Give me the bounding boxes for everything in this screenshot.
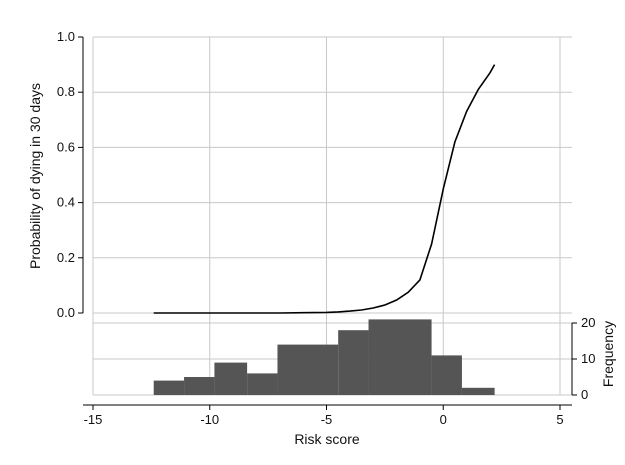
x-tick-label: -15 <box>84 412 103 427</box>
x-tick-label: -10 <box>200 412 219 427</box>
histogram-bar <box>277 344 339 395</box>
axis-layer <box>78 36 577 410</box>
x-tick-label: 0 <box>440 412 447 427</box>
label-layer: 0.0 0.2 0.4 0.6 0.8 1.0 0 10 20 -15 -10 -5 0 5 <box>57 29 596 427</box>
top-y-tick-label: 0.8 <box>57 84 75 99</box>
top-y-tick-label: 0.2 <box>57 250 75 265</box>
x-axis-title: Risk score <box>294 431 360 447</box>
histogram-bar <box>431 355 462 395</box>
histogram-bar <box>214 362 248 395</box>
top-y-axis-title: Probability of dying in 30 days <box>27 83 43 269</box>
bottom-y-tick-label: 20 <box>581 315 595 330</box>
top-y-tick-label: 1.0 <box>57 29 75 44</box>
histogram-bar <box>153 380 185 395</box>
x-tick-label: -5 <box>321 412 333 427</box>
histogram-bar <box>184 377 215 395</box>
top-y-tick-label: 0.4 <box>57 195 75 210</box>
bottom-y-axis-title: Frequency <box>600 321 616 387</box>
histogram-bar <box>338 330 369 395</box>
histogram-bar <box>461 387 495 395</box>
histogram-bars <box>153 319 495 395</box>
bottom-y-tick-label: 0 <box>581 387 588 402</box>
probability-curve <box>153 64 496 314</box>
grid-layer <box>92 36 572 396</box>
top-y-tick-label: 0.0 <box>57 305 75 320</box>
bottom-y-tick-label: 10 <box>581 351 595 366</box>
histogram-bar <box>247 373 278 395</box>
x-tick-label: 5 <box>556 412 563 427</box>
top-y-tick-label: 0.6 <box>57 139 75 154</box>
histogram-bar <box>368 319 432 395</box>
